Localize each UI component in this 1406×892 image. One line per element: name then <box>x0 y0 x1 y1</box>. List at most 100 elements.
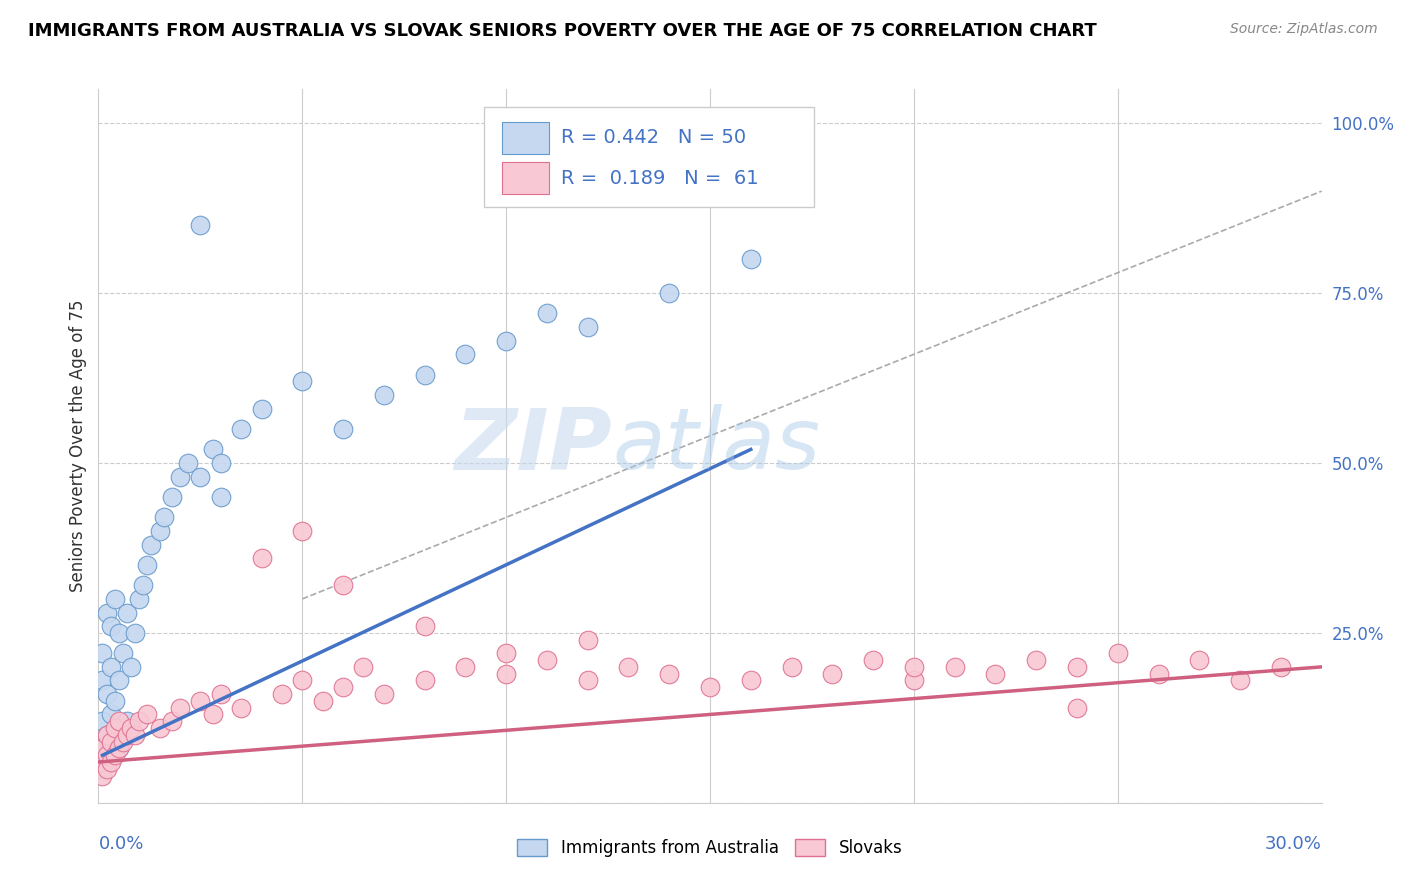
Point <box>188 469 212 483</box>
Point <box>373 687 395 701</box>
Point <box>96 606 118 620</box>
Text: ZIP: ZIP <box>454 404 612 488</box>
Point <box>91 741 114 756</box>
Point <box>373 388 395 402</box>
Point <box>169 469 191 483</box>
Point <box>136 558 159 572</box>
Point <box>111 728 134 742</box>
Point <box>108 626 131 640</box>
Point <box>332 422 354 436</box>
Point <box>100 619 122 633</box>
Point <box>136 707 159 722</box>
Point <box>91 673 114 688</box>
Point <box>152 510 174 524</box>
Point <box>903 673 925 688</box>
Point <box>124 728 146 742</box>
Point <box>201 707 224 722</box>
Point <box>495 334 517 348</box>
Point <box>96 755 118 769</box>
Point <box>658 666 681 681</box>
Point <box>454 347 477 361</box>
Point <box>115 728 138 742</box>
Point <box>862 653 884 667</box>
Legend: Immigrants from Australia, Slovaks: Immigrants from Australia, Slovaks <box>509 831 911 866</box>
Point <box>104 694 127 708</box>
Point <box>231 700 253 714</box>
Point <box>149 721 172 735</box>
Point <box>128 591 150 606</box>
Point <box>780 660 803 674</box>
Point <box>1147 666 1170 681</box>
Point <box>100 707 122 722</box>
Point <box>111 734 134 748</box>
Point <box>115 606 138 620</box>
Point <box>413 368 436 382</box>
Point <box>100 660 122 674</box>
Point <box>1229 673 1251 688</box>
Point <box>454 660 477 674</box>
Point <box>332 578 354 592</box>
Point <box>149 524 172 538</box>
Point <box>188 694 212 708</box>
Point <box>576 320 599 334</box>
Text: atlas: atlas <box>612 404 820 488</box>
Point <box>91 714 114 729</box>
Point <box>100 734 122 748</box>
Point <box>250 401 273 416</box>
Point <box>291 673 314 688</box>
Point <box>250 551 273 566</box>
Point <box>658 286 681 301</box>
Point <box>108 714 131 729</box>
Point <box>1066 700 1088 714</box>
Point <box>169 700 191 714</box>
Text: 30.0%: 30.0% <box>1265 835 1322 853</box>
Point <box>108 741 131 756</box>
Point <box>111 646 134 660</box>
Text: R =  0.189   N =  61: R = 0.189 N = 61 <box>561 169 758 188</box>
Point <box>91 741 114 756</box>
Point <box>91 769 114 783</box>
Point <box>100 755 122 769</box>
Point <box>1107 646 1129 660</box>
Point <box>96 762 118 776</box>
Point <box>104 591 127 606</box>
Point <box>1188 653 1211 667</box>
Point <box>120 660 142 674</box>
Point <box>495 646 517 660</box>
Point <box>291 375 314 389</box>
Point <box>1066 660 1088 674</box>
Point <box>332 680 354 694</box>
Point <box>96 687 118 701</box>
Point <box>617 660 640 674</box>
Point <box>96 748 118 763</box>
Point <box>104 748 127 763</box>
Point <box>352 660 374 674</box>
Point <box>740 673 762 688</box>
Point <box>495 666 517 681</box>
Point <box>536 306 558 320</box>
Point <box>209 687 232 701</box>
FancyBboxPatch shape <box>502 121 548 153</box>
Point <box>188 218 212 232</box>
Point <box>104 721 127 735</box>
Point <box>1025 653 1047 667</box>
Point <box>270 687 294 701</box>
Point <box>160 714 183 729</box>
Point <box>209 490 232 504</box>
Point <box>413 619 436 633</box>
Point <box>91 755 114 769</box>
Point <box>943 660 966 674</box>
Point <box>291 524 314 538</box>
Point <box>699 680 721 694</box>
Point <box>160 490 183 504</box>
Point <box>413 673 436 688</box>
Point <box>740 252 762 266</box>
Point <box>91 646 114 660</box>
Point <box>108 673 131 688</box>
Point <box>141 537 163 551</box>
Text: R = 0.442   N = 50: R = 0.442 N = 50 <box>561 128 747 147</box>
Point <box>1270 660 1292 674</box>
Point <box>576 632 599 647</box>
Point <box>100 748 122 763</box>
Point <box>903 660 925 674</box>
